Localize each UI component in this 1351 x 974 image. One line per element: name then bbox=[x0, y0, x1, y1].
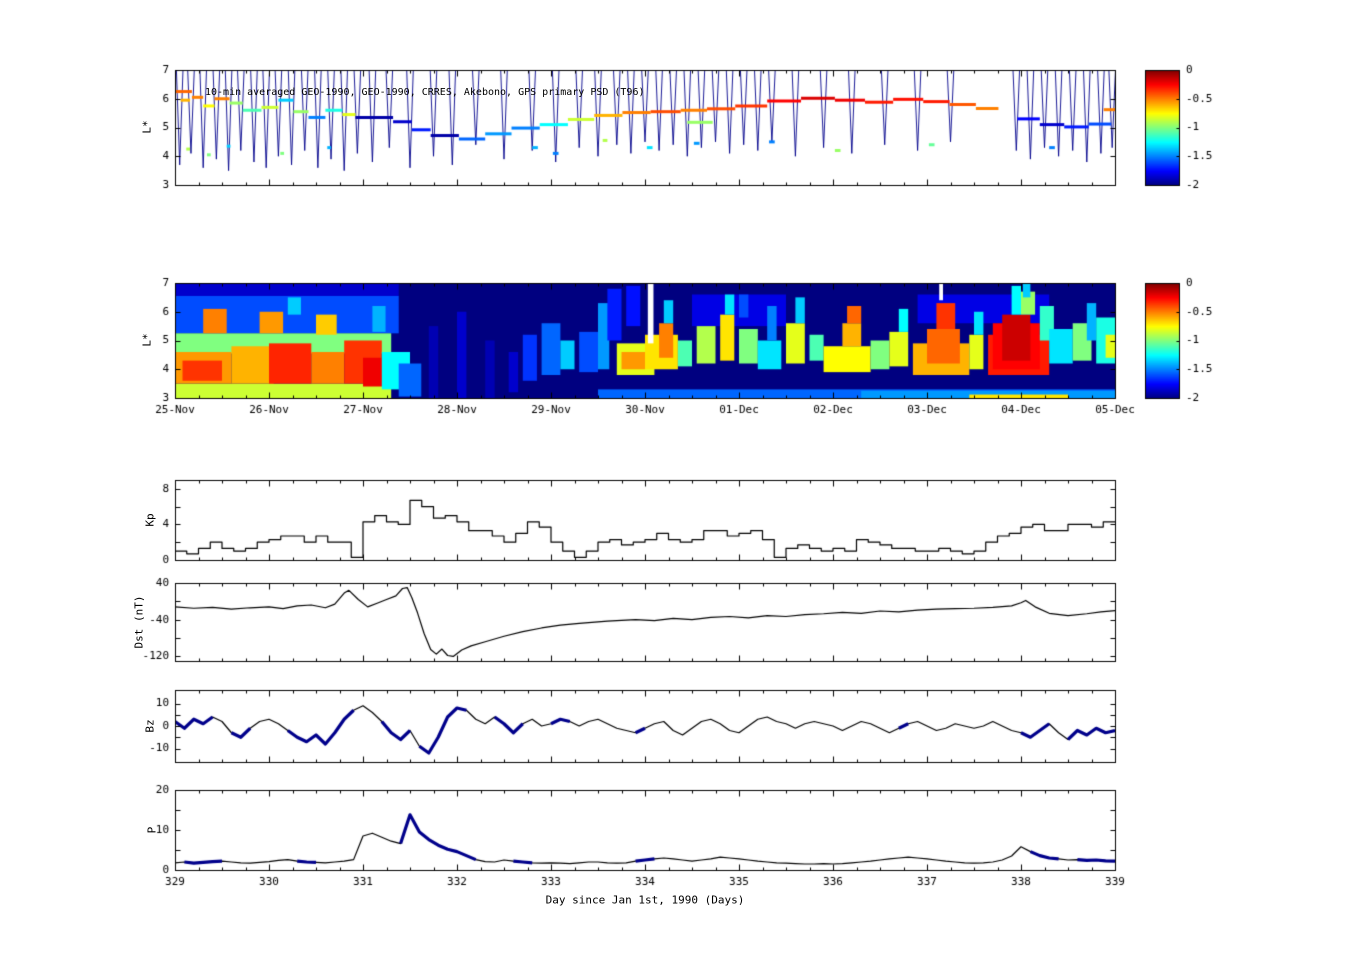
p-ylabel: P bbox=[145, 826, 159, 834]
x-axis-title: Day since Jan 1st, 1990 (Days) bbox=[545, 893, 745, 907]
panel2-ylabel: L* bbox=[140, 333, 154, 347]
panel1-title: 10-min averaged GEO-1990, GEO-1990, CRRE… bbox=[205, 87, 645, 98]
panel1-ylabel: L* bbox=[140, 120, 154, 134]
bz-ylabel: Bz bbox=[143, 719, 157, 733]
dst-ylabel: Dst (nT) bbox=[132, 595, 146, 649]
kp-ylabel: Kp bbox=[143, 513, 157, 527]
